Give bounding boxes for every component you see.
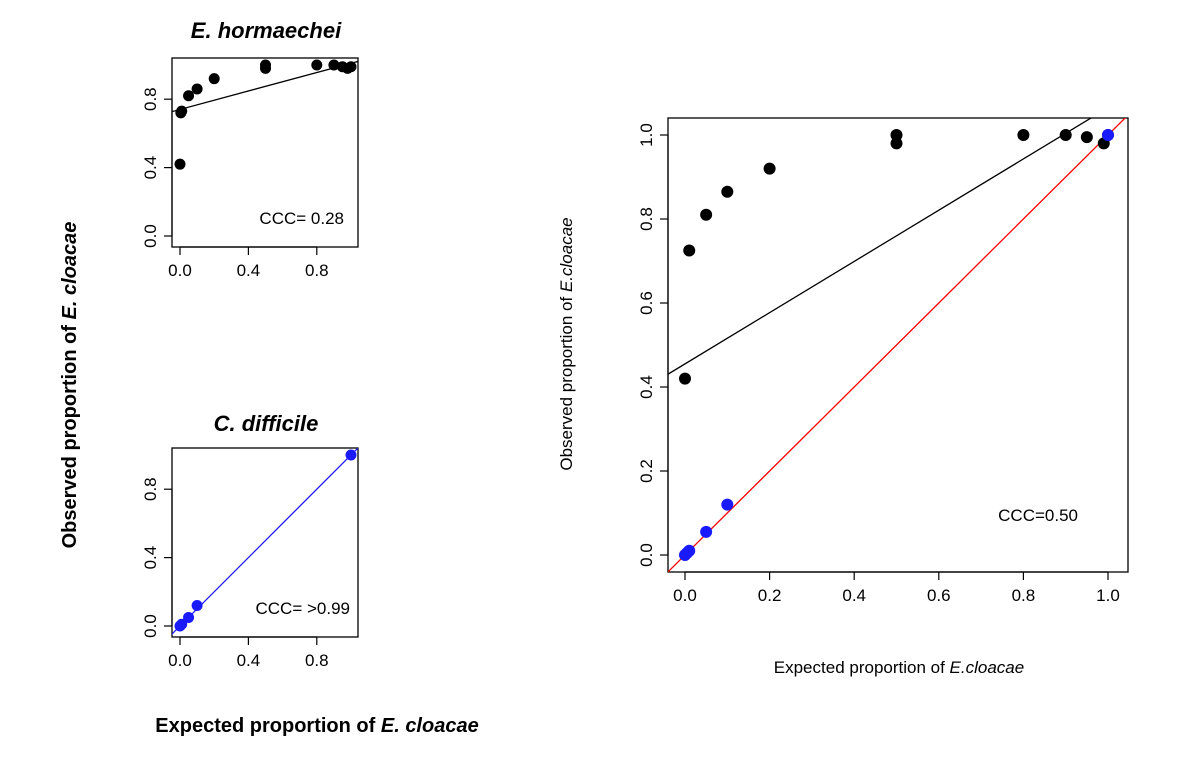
ccc-annotation: CCC= 0.28	[259, 209, 344, 228]
y-tick-label: 0.0	[141, 224, 160, 248]
data-point	[700, 525, 713, 538]
data-point	[260, 59, 271, 71]
x-tick-label: 0.6	[927, 586, 951, 605]
x-tick-label: 0.4	[237, 651, 261, 670]
data-point	[191, 83, 203, 95]
x-tick-label: 0.4	[842, 586, 866, 605]
panel-hormaechei: E. hormaechei 0.0 0.4 0.8 0.0 0.4 0.8 CCC= 0…	[141, 18, 359, 280]
panel-title: E. hormaechei	[191, 18, 342, 43]
data-point	[345, 61, 357, 73]
data-points	[174, 449, 357, 632]
y-tick-label: 0.8	[637, 207, 656, 231]
data-points	[679, 129, 1114, 561]
x-tick-label: 0.0	[168, 261, 192, 280]
data-point	[191, 599, 203, 611]
x-axis: 0.0 0.4 0.8	[168, 636, 329, 670]
shared-y-axis-label: Observed proportion of E. cloacae	[59, 222, 81, 549]
identity-line	[668, 118, 1127, 572]
x-tick-label: 0.8	[305, 261, 329, 280]
y-tick-label: 0.8	[141, 87, 160, 111]
data-point	[328, 59, 340, 71]
x-axis-label: Expected proportion of E.cloacae	[774, 658, 1024, 677]
y-tick-label: 0.4	[141, 546, 160, 570]
data-point	[683, 244, 696, 257]
data-point	[176, 618, 188, 630]
panel-title: C. difficile	[214, 411, 319, 436]
x-tick-label: 0.2	[758, 586, 782, 605]
x-tick-label: 0.4	[237, 261, 261, 280]
ccc-annotation: CCC=0.50	[998, 506, 1078, 525]
x-tick-label: 1.0	[1096, 586, 1120, 605]
y-tick-label: 0.6	[637, 291, 656, 315]
data-point	[721, 185, 734, 198]
x-axis: 0.0 0.4 0.8	[168, 246, 329, 280]
y-axis: 0.0 0.2 0.4 0.6 0.8 1.0	[637, 123, 669, 567]
data-point	[890, 129, 903, 141]
data-point	[1017, 129, 1030, 141]
data-point	[1102, 129, 1114, 141]
data-point	[763, 162, 776, 175]
data-point	[679, 372, 691, 385]
panel-combined: 0.0 0.2 0.4 0.6 0.8 1.0 0.0 0.2 0.4 0.6 0.8 1.0 CC…	[557, 117, 1129, 677]
data-points	[174, 59, 357, 170]
data-point	[890, 137, 903, 150]
y-tick-label: 1.0	[637, 123, 656, 147]
x-tick-label: 0.8	[1012, 586, 1036, 605]
x-tick-label: 0.0	[673, 586, 697, 605]
y-tick-label: 0.0	[141, 614, 160, 638]
data-point	[683, 544, 696, 557]
x-tick-label: 0.8	[305, 651, 329, 670]
y-tick-label: 0.8	[141, 477, 160, 501]
data-point	[174, 158, 186, 170]
panel-difficile: C. difficile 0.0 0.4 0.8 0.0 0.4 0.8 CCC= >0…	[141, 411, 359, 670]
x-axis: 0.0 0.2 0.4 0.6 0.8 1.0	[673, 571, 1120, 605]
ccc-annotation: CCC= >0.99	[256, 599, 351, 618]
y-tick-label: 0.4	[141, 156, 160, 180]
y-tick-label: 0.0	[637, 543, 656, 567]
y-tick-label: 0.4	[637, 375, 656, 399]
y-tick-label: 0.2	[637, 459, 656, 483]
shared-x-axis-label: Expected proportion of E. cloacae	[155, 715, 478, 737]
data-point	[176, 105, 188, 117]
data-point	[208, 73, 220, 85]
data-point	[700, 208, 713, 221]
data-point	[311, 59, 323, 71]
x-tick-label: 0.0	[168, 651, 192, 670]
y-axis: 0.0 0.4 0.8	[141, 477, 173, 638]
data-point	[345, 449, 357, 461]
regression-line	[668, 118, 1093, 375]
data-point	[183, 90, 195, 102]
y-axis: 0.0 0.4 0.8	[141, 87, 173, 248]
y-axis-label: Observed proportion of E.cloacae	[557, 217, 576, 470]
data-point	[1080, 131, 1093, 144]
data-point	[1059, 129, 1072, 141]
data-point	[183, 611, 195, 623]
data-point	[721, 498, 734, 511]
